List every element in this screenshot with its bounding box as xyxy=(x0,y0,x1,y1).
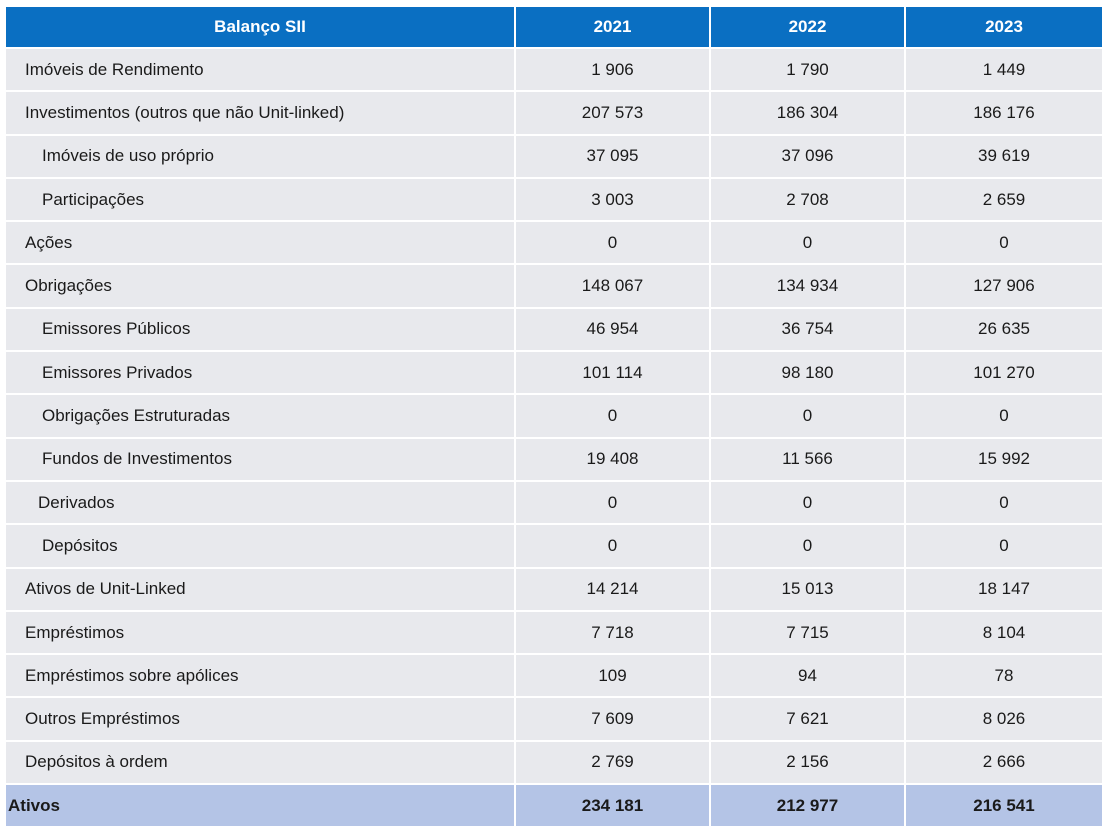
cell-2021: 7 609 xyxy=(516,698,711,742)
cell-2023: 127 906 xyxy=(906,265,1102,309)
cell-2021: 109 xyxy=(516,655,711,699)
row-label: Depósitos xyxy=(6,525,516,569)
row-label: Investimentos (outros que não Unit-linke… xyxy=(6,92,516,136)
table-row: Ativos de Unit-Linked 14 214 15 013 18 1… xyxy=(6,568,1102,612)
cell-2021: 2 769 xyxy=(516,741,711,786)
cell-2021: 19 408 xyxy=(516,438,711,482)
row-label: Emissores Privados xyxy=(6,352,516,396)
row-label: Obrigações Estruturadas xyxy=(6,395,516,439)
table-row: Participações 3 003 2 708 2 659 xyxy=(6,178,1102,223)
table-row: Empréstimos sobre apólices 109 94 78 xyxy=(6,655,1102,699)
cell-2021: 37 095 xyxy=(516,135,711,179)
table-row: Depósitos à ordem 2 769 2 156 2 666 xyxy=(6,741,1102,786)
row-label: Empréstimos sobre apólices xyxy=(6,655,516,699)
cell-2023: 39 619 xyxy=(906,135,1102,179)
cell-2022: 2 708 xyxy=(711,178,906,223)
header-year-2021: 2021 xyxy=(516,7,711,49)
cell-2022: 1 790 xyxy=(711,49,906,93)
row-label: Outros Empréstimos xyxy=(6,698,516,742)
table-row: Emissores Públicos 46 954 36 754 26 635 xyxy=(6,308,1102,353)
cell-2022: 7 715 xyxy=(711,611,906,656)
row-label: Ações xyxy=(6,222,516,266)
table-row: Derivados 0 0 0 xyxy=(6,481,1102,526)
cell-2022: 2 156 xyxy=(711,741,906,786)
cell-2021: 148 067 xyxy=(516,265,711,309)
row-label: Emissores Públicos xyxy=(6,308,516,353)
cell-2022: 0 xyxy=(711,222,906,266)
cell-2023: 2 666 xyxy=(906,741,1102,786)
cell-2022: 186 304 xyxy=(711,92,906,136)
cell-2022: 134 934 xyxy=(711,265,906,309)
cell-2022: 0 xyxy=(711,525,906,569)
cell-2022: 36 754 xyxy=(711,308,906,353)
cell-2023: 15 992 xyxy=(906,438,1102,482)
cell-2021: 0 xyxy=(516,481,711,526)
row-label: Empréstimos xyxy=(6,611,516,656)
balance-table: Balanço SII 2021 2022 2023 Imóveis de Re… xyxy=(6,7,1102,829)
table-row: Outros Empréstimos 7 609 7 621 8 026 xyxy=(6,698,1102,742)
cell-2021: 1 906 xyxy=(516,49,711,93)
total-2022: 212 977 xyxy=(711,785,906,829)
table-row: Empréstimos 7 718 7 715 8 104 xyxy=(6,611,1102,656)
cell-2023: 1 449 xyxy=(906,49,1102,93)
row-label: Derivados xyxy=(6,481,516,526)
cell-2023: 0 xyxy=(906,481,1102,526)
table-row: Imóveis de uso próprio 37 095 37 096 39 … xyxy=(6,135,1102,179)
cell-2023: 0 xyxy=(906,222,1102,266)
cell-2022: 0 xyxy=(711,395,906,439)
cell-2022: 37 096 xyxy=(711,135,906,179)
cell-2023: 8 026 xyxy=(906,698,1102,742)
cell-2022: 7 621 xyxy=(711,698,906,742)
cell-2021: 14 214 xyxy=(516,568,711,612)
cell-2023: 18 147 xyxy=(906,568,1102,612)
table-row: Emissores Privados 101 114 98 180 101 27… xyxy=(6,352,1102,396)
cell-2021: 207 573 xyxy=(516,92,711,136)
table-row: Ações 0 0 0 xyxy=(6,222,1102,266)
row-label: Imóveis de uso próprio xyxy=(6,135,516,179)
cell-2023: 186 176 xyxy=(906,92,1102,136)
total-2023: 216 541 xyxy=(906,785,1102,829)
cell-2021: 0 xyxy=(516,222,711,266)
table-row: Obrigações Estruturadas 0 0 0 xyxy=(6,395,1102,439)
cell-2023: 0 xyxy=(906,395,1102,439)
total-2021: 234 181 xyxy=(516,785,711,829)
cell-2023: 0 xyxy=(906,525,1102,569)
cell-2022: 98 180 xyxy=(711,352,906,396)
cell-2023: 8 104 xyxy=(906,611,1102,656)
row-label: Participações xyxy=(6,178,516,223)
cell-2021: 0 xyxy=(516,395,711,439)
header-year-2023: 2023 xyxy=(906,7,1102,49)
table-row: Investimentos (outros que não Unit-linke… xyxy=(6,92,1102,136)
row-label: Depósitos à ordem xyxy=(6,741,516,786)
cell-2023: 101 270 xyxy=(906,352,1102,396)
cell-2021: 46 954 xyxy=(516,308,711,353)
table-row: Imóveis de Rendimento 1 906 1 790 1 449 xyxy=(6,49,1102,93)
table-row: Depósitos 0 0 0 xyxy=(6,525,1102,569)
row-label: Fundos de Investimentos xyxy=(6,438,516,482)
cell-2023: 78 xyxy=(906,655,1102,699)
cell-2021: 3 003 xyxy=(516,178,711,223)
header-label: Balanço SII xyxy=(6,7,516,49)
cell-2022: 0 xyxy=(711,481,906,526)
total-row: Ativos 234 181 212 977 216 541 xyxy=(6,785,1102,829)
header-row: Balanço SII 2021 2022 2023 xyxy=(6,7,1102,49)
row-label: Imóveis de Rendimento xyxy=(6,49,516,93)
total-label: Ativos xyxy=(6,785,516,829)
table-row: Obrigações 148 067 134 934 127 906 xyxy=(6,265,1102,309)
cell-2023: 2 659 xyxy=(906,178,1102,223)
cell-2021: 7 718 xyxy=(516,611,711,656)
cell-2021: 101 114 xyxy=(516,352,711,396)
cell-2021: 0 xyxy=(516,525,711,569)
header-year-2022: 2022 xyxy=(711,7,906,49)
cell-2022: 15 013 xyxy=(711,568,906,612)
cell-2022: 11 566 xyxy=(711,438,906,482)
row-label: Ativos de Unit-Linked xyxy=(6,568,516,612)
table-row: Fundos de Investimentos 19 408 11 566 15… xyxy=(6,438,1102,482)
row-label: Obrigações xyxy=(6,265,516,309)
cell-2023: 26 635 xyxy=(906,308,1102,353)
cell-2022: 94 xyxy=(711,655,906,699)
